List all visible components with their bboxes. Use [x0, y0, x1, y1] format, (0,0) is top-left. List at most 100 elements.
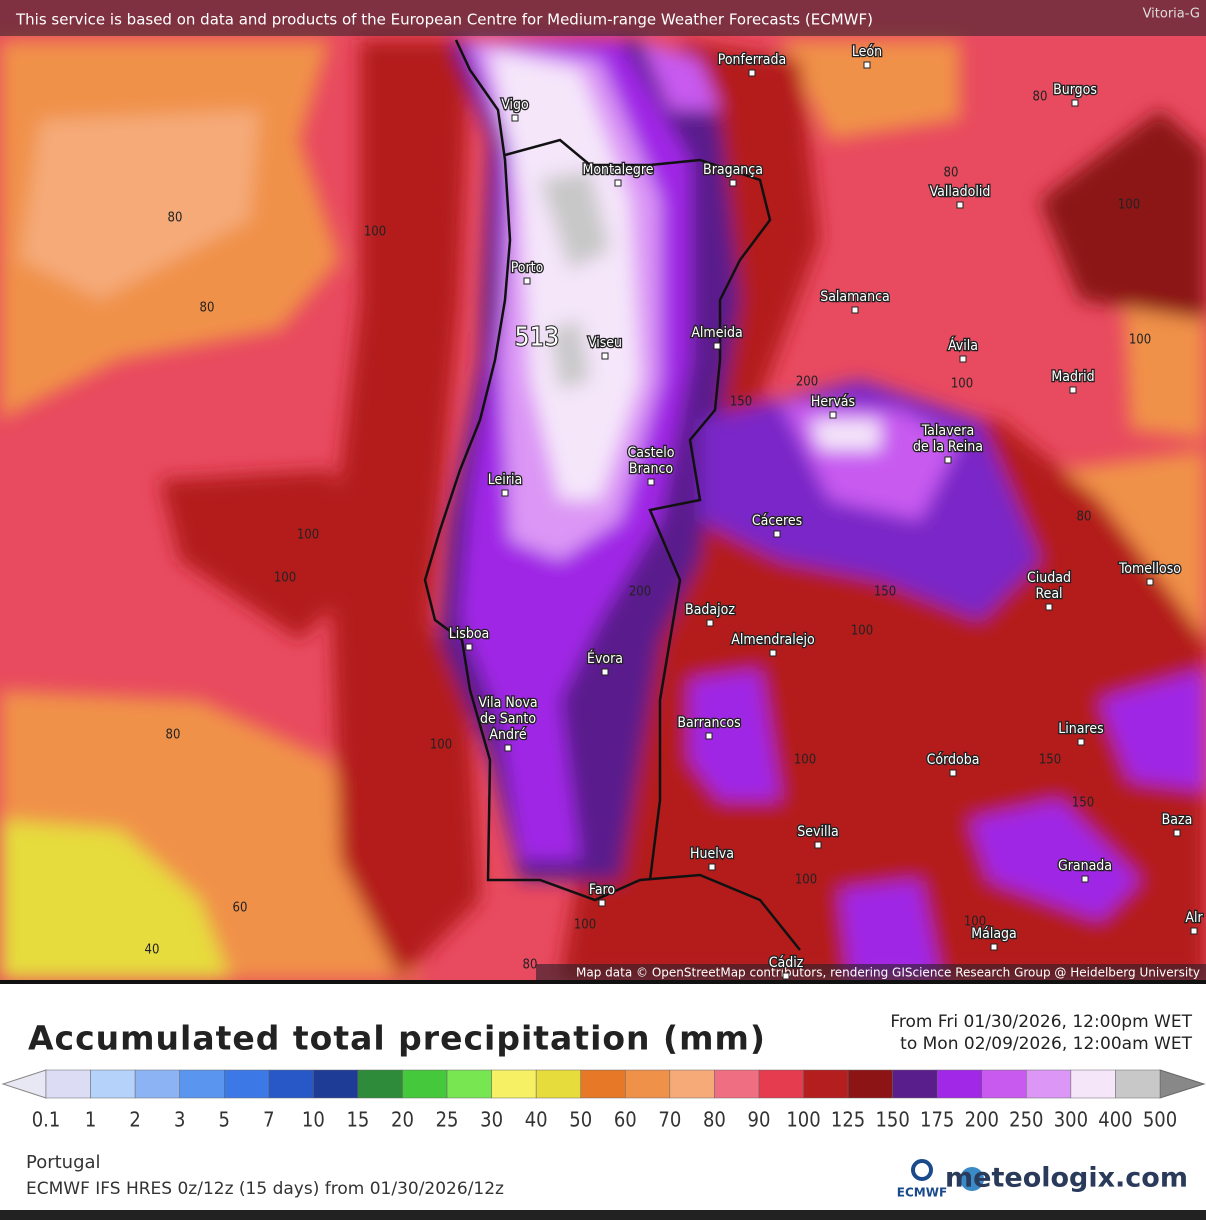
legend-swatch	[1070, 1069, 1116, 1099]
precip-field	[0, 40, 1206, 980]
legend-label: 200	[965, 1108, 999, 1132]
site: meteologix.com	[945, 1163, 1188, 1194]
city-label: Córdoba	[927, 752, 980, 768]
contour-label: 80	[168, 211, 183, 226]
legend-label: 5	[219, 1108, 230, 1132]
city-marker	[1071, 99, 1079, 107]
legend-label: 60	[614, 1108, 637, 1132]
legend-swatch	[90, 1069, 136, 1099]
bottom-bar	[0, 1210, 1206, 1220]
legend-swatch	[669, 1069, 715, 1099]
contour-label: 100	[851, 624, 873, 639]
city-marker	[614, 179, 622, 187]
city-marker	[1069, 386, 1077, 394]
city-label: León	[852, 44, 882, 60]
city-label: Burgos	[1053, 82, 1097, 98]
city-label: Vila Nova	[478, 695, 537, 711]
city-label: Almendralejo	[731, 632, 815, 648]
contour-label: 100	[1129, 333, 1151, 348]
legend-swatch	[491, 1069, 537, 1099]
legend-label: 150	[875, 1108, 909, 1132]
city-marker	[601, 668, 609, 676]
legend-label: 100	[786, 1108, 820, 1132]
legend-swatch	[134, 1069, 180, 1099]
legend-swatch	[313, 1069, 359, 1099]
ecmwf-logo	[911, 1159, 933, 1181]
city-label: Ponferrada	[718, 52, 787, 68]
city-label: Baza	[1162, 812, 1193, 828]
legend-label: 50	[569, 1108, 592, 1132]
city-marker	[1077, 738, 1085, 746]
notice: This service is based on data and produc…	[15, 11, 873, 29]
header-bar	[0, 0, 1206, 36]
city-marker	[465, 643, 473, 651]
city-label: Madrid	[1051, 369, 1094, 385]
city-marker	[1045, 603, 1053, 611]
city-marker	[729, 179, 737, 187]
legend-label: 90	[748, 1108, 771, 1132]
period-start: From Fri 01/30/2026, 12:00pm WET	[890, 1012, 1192, 1032]
contour-label: 100	[794, 753, 816, 768]
contour-label: 80	[200, 301, 215, 316]
legend-label: 500	[1143, 1108, 1177, 1132]
city-marker	[647, 478, 655, 486]
legend-swatch	[758, 1069, 804, 1099]
legend-label: 3	[174, 1108, 185, 1132]
city-marker	[504, 744, 512, 752]
city-marker	[769, 649, 777, 657]
legend-low-arrow	[1, 1069, 47, 1099]
city-label: Badajoz	[685, 602, 735, 618]
legend-label: 10	[302, 1108, 325, 1132]
city-label: Branco	[629, 461, 673, 477]
legend-swatch	[580, 1069, 626, 1099]
city-label: André	[489, 727, 526, 743]
city-marker	[863, 61, 871, 69]
site-logo	[960, 1167, 984, 1191]
city-label: Castelo	[628, 445, 675, 461]
attribution: Map data © OpenStreetMap contributors, r…	[576, 966, 1200, 980]
city-marker	[782, 972, 790, 980]
city-label: Évora	[587, 650, 623, 667]
period-end: to Mon 02/09/2026, 12:00am WET	[900, 1034, 1192, 1054]
contour-label: 100	[795, 873, 817, 888]
legend-swatch	[714, 1069, 760, 1099]
contour-label: 200	[629, 585, 651, 600]
legend-swatch	[803, 1069, 849, 1099]
legend-label: 80	[703, 1108, 726, 1132]
city-label: Tomelloso	[1118, 561, 1181, 577]
legend-swatch	[847, 1069, 893, 1099]
city-label: Ávila	[948, 337, 978, 354]
legend-high-arrow	[1159, 1069, 1206, 1099]
legend-label: 125	[831, 1108, 865, 1132]
legend-swatch	[446, 1069, 492, 1099]
ecmwf-text: ECMWF	[897, 1186, 947, 1200]
city-label: Almeida	[691, 325, 742, 341]
city-marker	[598, 899, 606, 907]
divider	[0, 980, 1206, 984]
city-marker	[990, 943, 998, 951]
city-marker	[829, 411, 837, 419]
contour-label: 80	[523, 958, 538, 973]
legend-label: 175	[920, 1108, 954, 1132]
contour-label: 80	[1077, 510, 1092, 525]
city-label: Bragança	[703, 162, 763, 178]
contour-label: 150	[1039, 753, 1061, 768]
city-label: Lisboa	[449, 626, 490, 642]
border	[504, 138, 772, 881]
city-marker	[944, 456, 952, 464]
city-label: Valladolid	[930, 184, 991, 200]
city-marker	[773, 530, 781, 538]
legend-swatch	[402, 1069, 448, 1099]
legend-label: 1	[85, 1108, 96, 1132]
city-marker	[851, 306, 859, 314]
legend-title: Accumulated total precipitation (mm)	[28, 1019, 766, 1058]
city-label: Vigo	[501, 97, 529, 113]
attribution-bar	[536, 964, 1206, 982]
contour-label: 40	[145, 943, 160, 958]
contour-label: 150	[1072, 796, 1094, 811]
contour-label: 60	[233, 901, 248, 916]
city-marker	[1081, 875, 1089, 883]
city-label: de la Reina	[913, 439, 983, 455]
city-label: Viseu	[588, 335, 622, 351]
city-label: Ciudad	[1027, 570, 1071, 586]
